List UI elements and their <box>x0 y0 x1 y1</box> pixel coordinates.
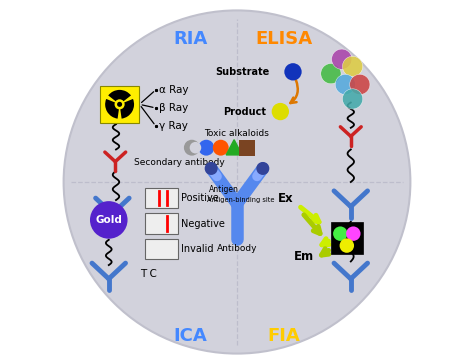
Bar <box>145 239 178 259</box>
Circle shape <box>350 74 370 95</box>
Text: Invalid: Invalid <box>181 244 213 254</box>
Ellipse shape <box>64 11 410 353</box>
Circle shape <box>339 238 354 253</box>
Text: Secondary antibody: Secondary antibody <box>134 158 225 167</box>
Text: Antibody: Antibody <box>217 244 257 253</box>
Circle shape <box>213 140 228 156</box>
Text: Substrate: Substrate <box>215 67 270 77</box>
Polygon shape <box>226 140 242 155</box>
Wedge shape <box>105 99 119 119</box>
Text: FIA: FIA <box>268 327 301 344</box>
Circle shape <box>184 140 200 156</box>
Text: Antigen-binding site: Antigen-binding site <box>207 197 274 203</box>
Text: Gold: Gold <box>95 215 122 225</box>
Circle shape <box>335 74 356 95</box>
Text: Toxic alkaloids: Toxic alkaloids <box>205 129 269 138</box>
Circle shape <box>205 162 218 175</box>
Bar <box>239 140 255 156</box>
Text: Ex: Ex <box>278 192 293 205</box>
Circle shape <box>117 102 122 107</box>
Circle shape <box>346 226 361 241</box>
Text: Negative: Negative <box>181 218 225 229</box>
Bar <box>145 213 178 234</box>
Circle shape <box>343 89 363 109</box>
Circle shape <box>256 162 269 175</box>
Wedge shape <box>108 90 131 104</box>
Text: ELISA: ELISA <box>255 30 312 48</box>
Circle shape <box>272 103 289 120</box>
Text: Product: Product <box>223 107 266 116</box>
Text: RIA: RIA <box>173 30 207 48</box>
Bar <box>331 222 363 254</box>
Text: T C: T C <box>140 269 157 279</box>
Text: α Ray: α Ray <box>159 85 189 95</box>
Text: γ Ray: γ Ray <box>159 121 188 131</box>
Circle shape <box>343 56 363 76</box>
FancyBboxPatch shape <box>100 86 139 123</box>
Circle shape <box>321 64 341 84</box>
Circle shape <box>90 201 128 239</box>
Circle shape <box>333 226 347 241</box>
Bar <box>145 188 178 208</box>
Circle shape <box>284 63 301 80</box>
Text: Em: Em <box>294 250 314 262</box>
Text: Positive: Positive <box>181 193 219 203</box>
Circle shape <box>332 49 352 69</box>
Circle shape <box>198 140 214 156</box>
Circle shape <box>190 142 201 154</box>
Wedge shape <box>119 99 134 119</box>
Text: ICA: ICA <box>173 327 207 344</box>
Text: β Ray: β Ray <box>159 103 189 113</box>
Circle shape <box>115 99 125 110</box>
Text: Antigen: Antigen <box>210 185 239 194</box>
